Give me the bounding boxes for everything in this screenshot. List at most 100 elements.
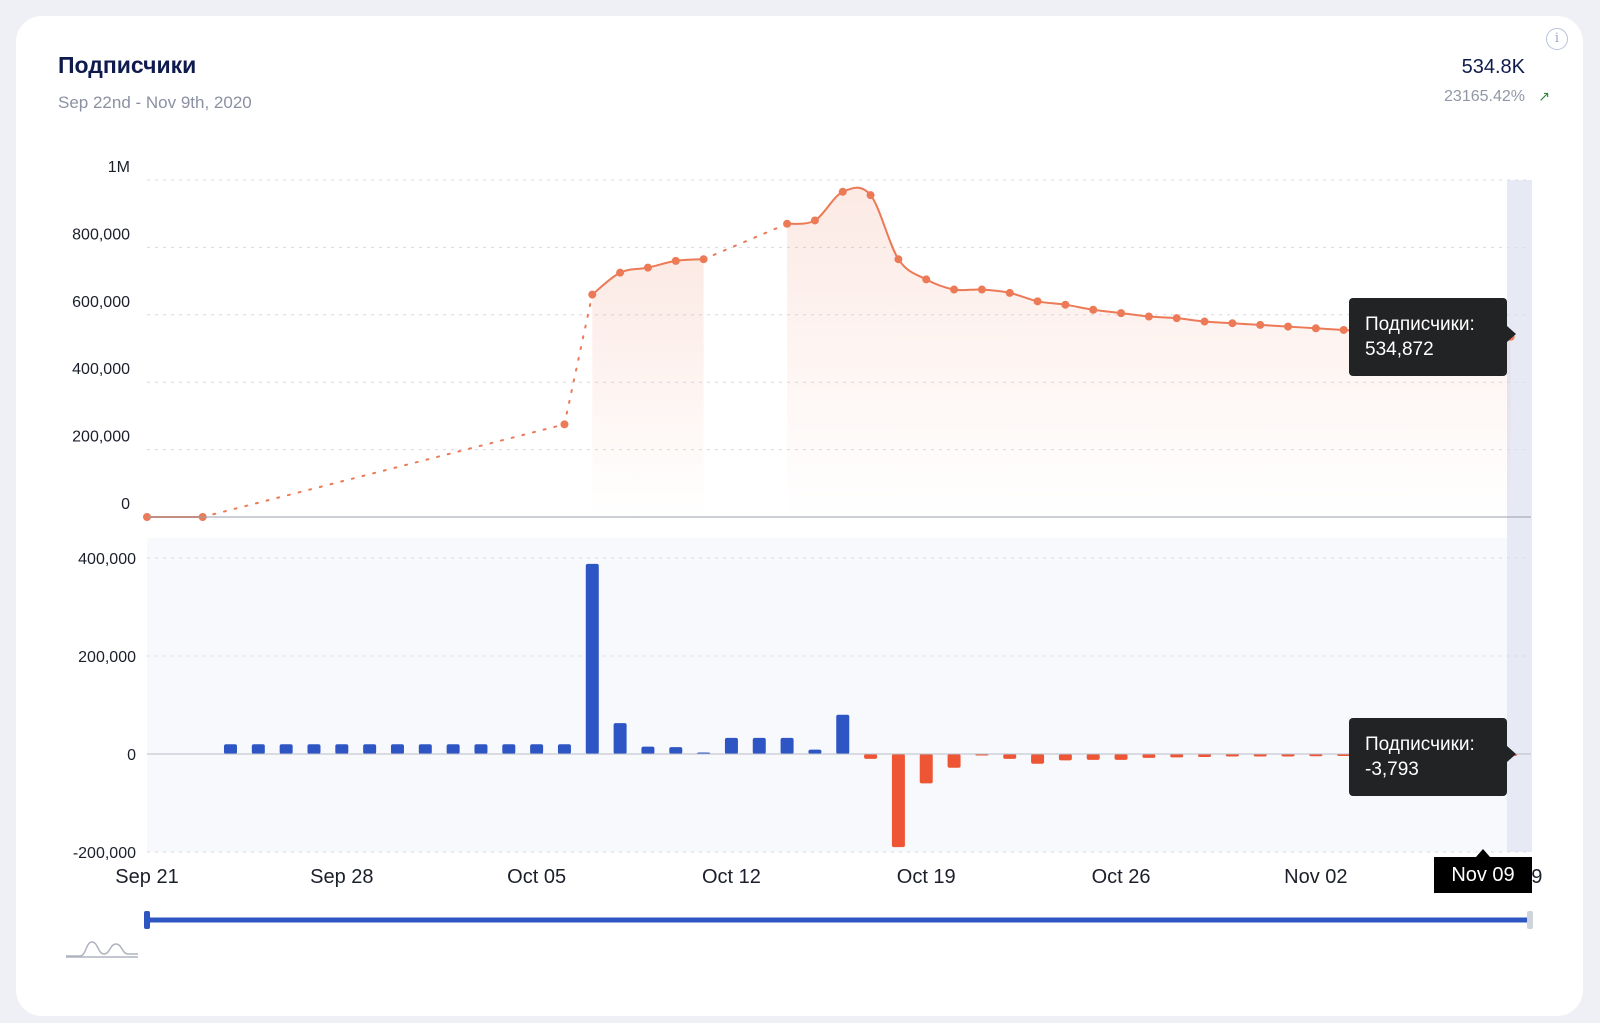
line-point xyxy=(1256,320,1265,329)
total-value: 534.8K xyxy=(1461,56,1525,78)
bar xyxy=(307,744,321,754)
bar xyxy=(585,563,599,754)
bar xyxy=(363,744,377,754)
bar xyxy=(446,744,460,754)
line-point xyxy=(643,263,652,272)
line-point xyxy=(1144,312,1153,321)
line-tooltip-value: 534,872 xyxy=(1365,339,1434,360)
y-tick-label: 0 xyxy=(127,747,136,764)
change-percent: 23165.42% xyxy=(1444,88,1525,105)
bar xyxy=(1003,754,1017,759)
date-range: Sep 22nd - Nov 9th, 2020 xyxy=(58,93,252,112)
info-icon[interactable]: i xyxy=(1546,28,1568,50)
date-tooltip: Nov 09 xyxy=(1434,849,1532,893)
bar xyxy=(1058,754,1072,761)
bar xyxy=(752,737,766,754)
line-point xyxy=(616,268,625,277)
bar-panel-background xyxy=(147,538,1531,852)
bar xyxy=(669,747,683,754)
line-point xyxy=(1089,305,1098,314)
bar-tooltip-value: -3,793 xyxy=(1365,759,1419,780)
line-point xyxy=(1117,309,1126,318)
line-point xyxy=(1172,314,1181,323)
line-tooltip: Подписчики: 534,872 xyxy=(1349,298,1516,376)
bar xyxy=(1225,754,1239,757)
y-tick-label: 1M xyxy=(108,159,130,176)
bar xyxy=(502,744,516,754)
sparkline-icon[interactable] xyxy=(64,936,140,958)
bar xyxy=(474,744,488,754)
bar xyxy=(1170,754,1184,758)
range-handle-left[interactable] xyxy=(144,911,150,929)
x-tick-label: Sep 21 xyxy=(115,866,178,888)
bar-tooltip: Подписчики: -3,793 xyxy=(1349,718,1516,796)
chart-title: Подписчики xyxy=(58,52,197,78)
range-slider[interactable] xyxy=(144,911,1533,929)
bar xyxy=(279,744,293,754)
bar xyxy=(223,744,237,754)
bar xyxy=(1309,754,1323,757)
bar xyxy=(418,744,432,754)
bar xyxy=(390,744,404,754)
line-point xyxy=(1284,322,1293,331)
line-point xyxy=(866,191,875,200)
line-point xyxy=(588,290,597,299)
line-point xyxy=(1005,288,1014,297)
line-gap-dotted xyxy=(563,293,594,426)
bar xyxy=(836,714,850,754)
bar xyxy=(864,754,878,759)
line-point xyxy=(922,275,931,284)
line-point xyxy=(1200,317,1209,326)
bar xyxy=(1114,754,1128,760)
line-point xyxy=(1228,319,1237,328)
bar xyxy=(1253,754,1267,757)
bar-tooltip-label: Подписчики: xyxy=(1365,734,1475,755)
bar xyxy=(1031,754,1045,764)
x-tick-label: Oct 12 xyxy=(702,866,761,888)
y-tick-label: 0 xyxy=(121,496,130,513)
x-tick-label: Sep 28 xyxy=(310,866,373,888)
line-point xyxy=(671,256,680,265)
line-point xyxy=(1339,325,1348,334)
line-point xyxy=(977,285,986,294)
y-tick-label: 200,000 xyxy=(72,429,130,446)
x-tick-label: Oct 26 xyxy=(1092,866,1151,888)
line-gap-dotted xyxy=(201,423,566,518)
hover-highlight xyxy=(1507,180,1532,852)
line-point xyxy=(783,219,792,228)
line-point xyxy=(1033,297,1042,306)
bar xyxy=(947,754,961,768)
line-point xyxy=(838,187,847,196)
bar xyxy=(1281,754,1295,757)
line-point xyxy=(950,285,959,294)
bar xyxy=(808,749,822,754)
line-point xyxy=(560,420,569,429)
range-handle-right[interactable] xyxy=(1527,911,1533,929)
bar xyxy=(1198,754,1212,757)
bar xyxy=(1142,754,1156,758)
y-tick-label: 200,000 xyxy=(78,649,136,666)
bar xyxy=(919,754,933,784)
x-tick-label: Oct 05 xyxy=(507,866,566,888)
x-tick-label: Oct 19 xyxy=(897,866,956,888)
bar xyxy=(557,744,571,754)
y-tick-label: -200,000 xyxy=(73,845,136,862)
bar xyxy=(1086,754,1100,760)
x-tick-label: Nov 02 xyxy=(1284,866,1347,888)
y-tick-label: 800,000 xyxy=(72,226,130,243)
line-point xyxy=(1311,324,1320,333)
line-tooltip-label: Подписчики: xyxy=(1365,314,1475,335)
bar xyxy=(780,737,794,754)
bar xyxy=(335,744,349,754)
bar xyxy=(891,754,905,848)
bar xyxy=(251,744,265,754)
line-area-fill xyxy=(592,259,704,517)
line-area-fill xyxy=(787,187,1511,518)
bar xyxy=(724,737,738,754)
y-tick-label: 600,000 xyxy=(72,294,130,311)
line-point xyxy=(699,255,708,264)
line-gap-dotted xyxy=(702,222,789,261)
bar xyxy=(530,744,544,754)
y-tick-label: 400,000 xyxy=(72,361,130,378)
